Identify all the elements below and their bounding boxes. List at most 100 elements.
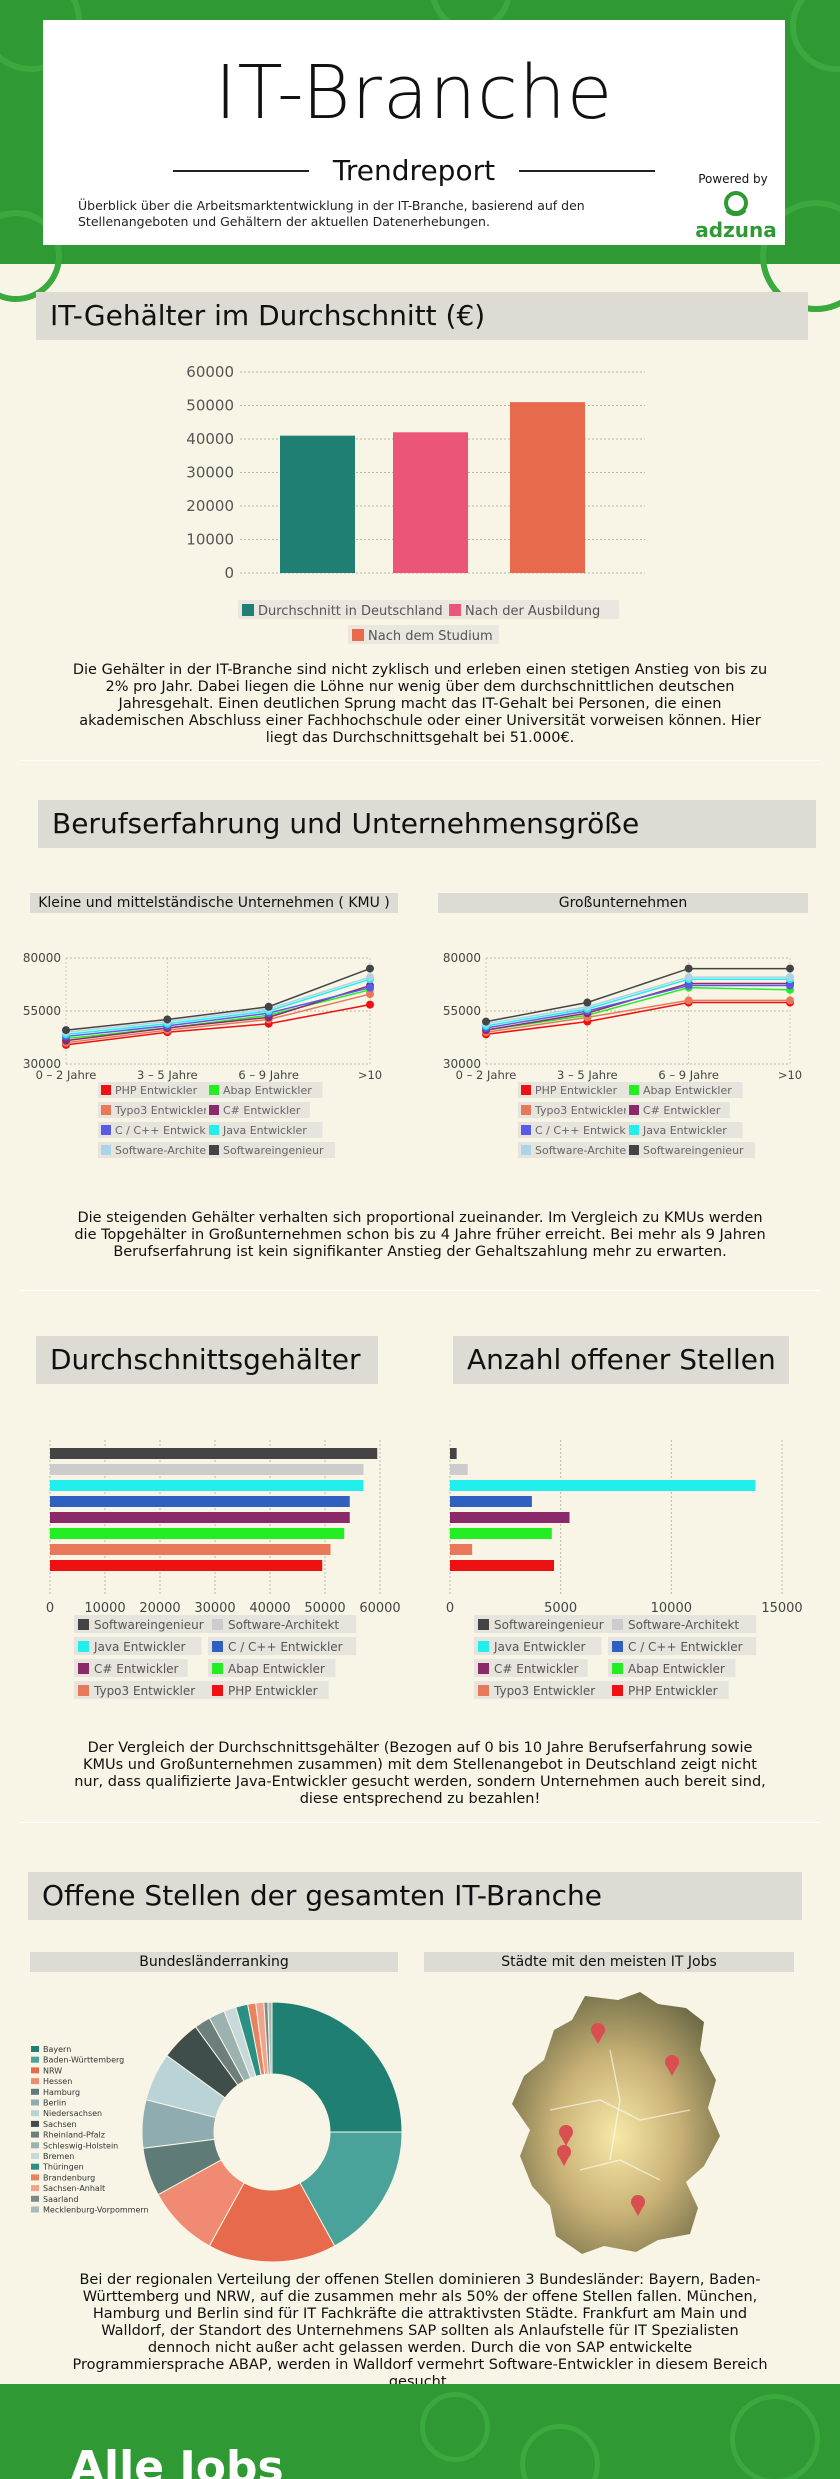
x-tick-label: 60000 (359, 1601, 400, 1616)
legend-swatch (212, 1685, 223, 1696)
legend-item-bg (98, 1122, 234, 1138)
legend-item-bg (348, 625, 499, 644)
data-point (366, 964, 374, 973)
series-line (485, 967, 790, 1023)
data-point (62, 1026, 70, 1035)
legend-item-bg (608, 1637, 757, 1655)
y-tick-label: 30000 (186, 464, 234, 482)
legend-label: Sachsen (43, 2120, 77, 2129)
legend-swatch (209, 1125, 219, 1135)
section-heading-open: Anzahl offener Stellen (453, 1336, 789, 1384)
legend-swatch (31, 2195, 39, 2202)
data-point (163, 1015, 172, 1024)
y-tick-label: 10000 (186, 531, 234, 549)
y-tick-label: 55000 (443, 1004, 481, 1018)
legend-item-bg (206, 1142, 336, 1158)
legend-swatch (478, 1663, 489, 1674)
x-tick-label: 3 – 5 Jahre (557, 1068, 618, 1082)
regional-paragraph: Bei der regionalen Verteilung der offene… (72, 2272, 768, 2390)
bar (50, 1464, 364, 1475)
legend-swatch (209, 1085, 219, 1095)
series-line (485, 976, 790, 1025)
legend-swatch (78, 1663, 89, 1674)
legend-swatch (31, 2163, 39, 2170)
legend-label: C / C++ Entwickler (628, 1640, 743, 1654)
legend-swatch (31, 2110, 39, 2117)
legend-label: Typo3 Entwickler (93, 1684, 195, 1698)
legend-item-bg (74, 1659, 188, 1677)
legend-swatch (209, 1105, 219, 1115)
gross-chart-title: Großunternehmen (438, 893, 808, 913)
header-card: IT-Branche Trendreport Überblick über di… (43, 20, 785, 245)
legend-label: Softwareingenieur (643, 1144, 744, 1157)
legend-item-bg (208, 1637, 357, 1655)
legend-item-bg (518, 1122, 654, 1138)
legend-swatch (212, 1619, 223, 1630)
divider-line (519, 170, 655, 172)
data-point (684, 981, 693, 990)
map-pin[interactable] (557, 2145, 571, 2166)
data-point (366, 973, 374, 982)
bar (393, 432, 468, 573)
x-tick-label: 0 (446, 1601, 454, 1616)
legend-swatch (629, 1125, 639, 1135)
data-point (366, 1000, 374, 1009)
bar (50, 1560, 323, 1571)
gross-line-chart: 30000 55000 80000 0 – 2 Jahre 3 – 5 Jahre 6 –… (443, 951, 802, 1158)
bar (450, 1528, 552, 1539)
map-pin[interactable] (665, 2055, 679, 2076)
legend-swatch (629, 1105, 639, 1115)
x-tick-label: 6 – 9 Jahre (658, 1068, 719, 1082)
bar (450, 1544, 473, 1555)
legend-swatch (612, 1619, 623, 1630)
footer-teaser[interactable]: Alle Jobs (70, 2442, 284, 2479)
map-pin[interactable] (559, 2125, 573, 2146)
series-line (485, 984, 790, 1029)
map-pin[interactable] (591, 2023, 605, 2044)
map-pin[interactable] (631, 2195, 645, 2216)
section-heading-salaries: IT-Gehälter im Durchschnitt (€) (36, 292, 808, 340)
bar (450, 1448, 457, 1459)
legend-swatch (31, 2174, 39, 2181)
x-tick-label: 10000 (651, 1601, 692, 1616)
legend-label: Nach dem Studium (368, 629, 493, 644)
page-title: IT-Branche (214, 50, 614, 136)
legend-swatch (612, 1685, 623, 1696)
adzuna-logo-icon (724, 191, 748, 217)
bar (450, 1464, 468, 1475)
series-line (65, 967, 371, 1031)
legend-item-bg (626, 1122, 743, 1138)
legend-label: PHP Entwickler (115, 1084, 198, 1097)
bar (50, 1544, 331, 1555)
legend-label: Mecklenburg-Vorpommern (43, 2206, 149, 2215)
legend-item-bg (208, 1681, 329, 1699)
legend-label: C# Entwickler (494, 1662, 579, 1676)
series-line (65, 989, 371, 1040)
avg-salary-chart: 0 10000 20000 30000 40000 50000 60000 Durchschn… (186, 363, 645, 644)
bar (450, 1480, 756, 1491)
legend-item-bg (474, 1615, 616, 1633)
legend-swatch (521, 1145, 531, 1155)
legend-swatch (31, 2056, 39, 2063)
adzuna-logo[interactable]: adzuna (691, 188, 781, 242)
series-line (485, 1001, 790, 1036)
legend-swatch (78, 1619, 89, 1630)
y-tick-label: 30000 (443, 1057, 481, 1071)
decor-circle (790, 0, 840, 72)
pie-slice (267, 2001, 273, 2075)
y-tick-label: 40000 (186, 430, 234, 448)
legend-label: Niedersachsen (43, 2109, 102, 2118)
legend-label: Sachsen-Anhalt (43, 2184, 105, 2193)
data-point (786, 973, 794, 982)
legend-swatch (478, 1685, 489, 1696)
legend-label: Saarland (43, 2195, 78, 2204)
legend-item-bg (608, 1659, 736, 1677)
legend-swatch (31, 2142, 39, 2149)
legend-item-bg (518, 1082, 629, 1098)
x-tick-label: 50000 (304, 1601, 345, 1616)
legend-label: Brandenburg (43, 2173, 95, 2182)
x-tick-label: 10000 (84, 1601, 125, 1616)
legend-item-bg (518, 1142, 654, 1158)
series-line (65, 976, 371, 1033)
legend-label: Schleswig-Holstein (43, 2141, 118, 2150)
